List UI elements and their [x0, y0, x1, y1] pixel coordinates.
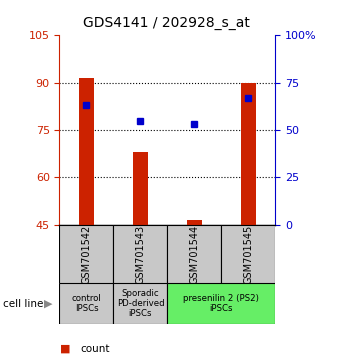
- Bar: [79, 78, 94, 225]
- Text: GSM701542: GSM701542: [82, 224, 91, 284]
- Bar: [133, 152, 148, 225]
- Text: GDS4141 / 202928_s_at: GDS4141 / 202928_s_at: [83, 16, 250, 30]
- Text: GSM701544: GSM701544: [189, 224, 200, 284]
- Text: GSM701545: GSM701545: [243, 224, 253, 284]
- Text: GSM701543: GSM701543: [135, 224, 146, 284]
- Bar: [59, 225, 114, 283]
- Bar: [221, 225, 275, 283]
- Text: count: count: [80, 344, 109, 354]
- Text: ■: ■: [59, 344, 70, 354]
- Bar: [114, 283, 167, 324]
- Bar: [167, 283, 275, 324]
- Text: control
IPSCs: control IPSCs: [72, 294, 101, 313]
- Bar: [241, 83, 256, 225]
- Text: Sporadic
PD-derived
iPSCs: Sporadic PD-derived iPSCs: [117, 289, 164, 319]
- Bar: [114, 225, 167, 283]
- Bar: [187, 220, 202, 225]
- Text: ▶: ▶: [44, 298, 53, 309]
- Bar: [59, 283, 114, 324]
- Text: cell line: cell line: [3, 298, 44, 309]
- Bar: [167, 225, 221, 283]
- Text: presenilin 2 (PS2)
iPSCs: presenilin 2 (PS2) iPSCs: [184, 294, 259, 313]
